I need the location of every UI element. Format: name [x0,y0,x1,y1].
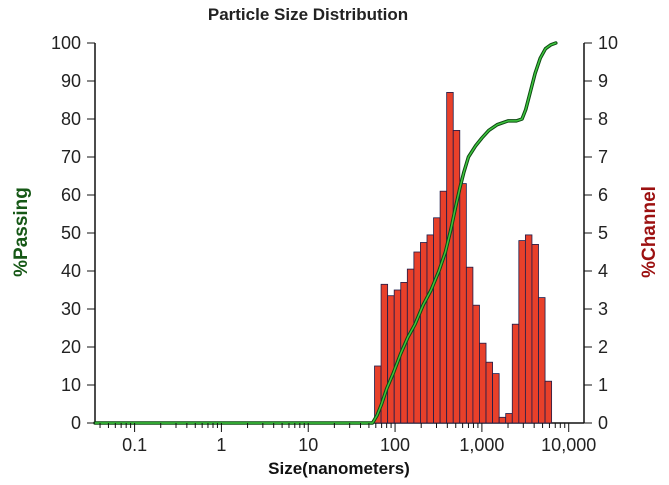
left-y-tick-label: 60 [61,185,81,205]
channel-bar [387,295,395,424]
right-y-tick-label: 7 [598,147,608,167]
right-y-tick-label: 10 [598,33,618,53]
right-y-axis-ticks: 0 1 2 3 4 5 6 7 8 9 10 [584,33,618,433]
channel-bar [479,342,487,424]
channel-bar [426,234,434,424]
channel-bar [531,243,539,424]
right-y-tick-label: 9 [598,71,608,91]
left-y-tick-label: 90 [61,71,81,91]
left-y-tick-label: 70 [61,147,81,167]
channel-bar [439,190,448,424]
channel-bar [433,217,441,424]
channel-bar [465,266,474,424]
channel-bar [518,240,526,424]
x-tick-label: 100 [380,435,410,455]
channel-bars [374,92,553,424]
left-y-tick-label: 0 [71,413,81,433]
left-y-tick-label: 100 [51,33,81,53]
channel-bar [446,92,454,424]
left-y-tick-label: 80 [61,109,81,129]
passing-curve [93,41,558,425]
right-y-tick-label: 4 [598,261,608,281]
x-tick-label: 10 [298,435,318,455]
channel-bar [544,380,553,424]
channel-bar [505,413,513,424]
channel-bar [472,304,480,424]
x-axis-ticks: 0.1 1 10 100 1,000 10,000 [99,423,596,455]
x-tick-label: 10,000 [541,435,596,455]
right-y-tick-label: 0 [598,413,608,433]
right-y-tick-label: 1 [598,375,608,395]
left-y-tick-label: 10 [61,375,81,395]
left-y-tick-label: 50 [61,223,81,243]
channel-bar [511,323,520,424]
right-y-tick-label: 8 [598,109,608,129]
channel-bar [492,373,500,424]
right-y-tick-label: 3 [598,299,608,319]
right-y-axis-label: %Channel [639,186,660,278]
channel-bar [485,361,493,424]
left-y-axis-label: %Passing [11,187,32,277]
channel-bar [413,251,421,424]
x-tick-label: 1,000 [459,435,504,455]
left-y-tick-label: 30 [61,299,81,319]
channel-bar [524,234,533,424]
channel-bar [406,268,415,424]
x-tick-label: 0.1 [122,435,147,455]
chart-title: Particle Size Distribution [208,5,408,24]
channel-bar [498,416,507,424]
channel-bar [452,129,461,424]
left-y-tick-label: 40 [61,261,81,281]
right-y-tick-label: 2 [598,337,608,357]
plot-frame [94,43,585,424]
left-y-tick-label: 20 [61,337,81,357]
left-y-axis-ticks: 0 10 20 30 40 50 60 70 80 90 100 [51,33,95,433]
x-tick-label: 1 [216,435,226,455]
x-axis-label: Size(nanometers) [268,459,410,478]
right-y-tick-label: 6 [598,185,608,205]
channel-bar [538,297,546,424]
passing-line [94,42,557,424]
channel-bar [420,242,428,424]
channel-bar [459,183,467,424]
right-y-tick-label: 5 [598,223,608,243]
